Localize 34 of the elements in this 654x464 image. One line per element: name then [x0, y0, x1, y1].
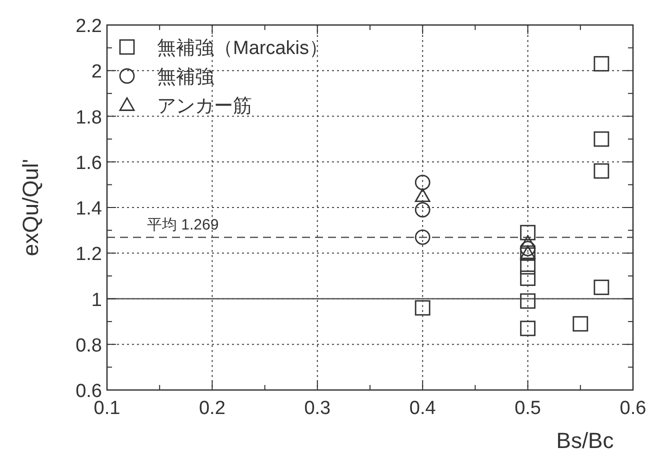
- legend-label: 無補強: [157, 67, 214, 88]
- point: [572, 316, 588, 332]
- x-tick-label: 0.5: [514, 398, 542, 419]
- x-axis-title: Bs/Bc: [556, 428, 614, 453]
- x-tick-label: 0.6: [620, 398, 646, 419]
- x-tick-label: 0.2: [198, 398, 226, 419]
- point: [594, 280, 610, 296]
- point: [594, 131, 610, 147]
- x-tick-label: 0.4: [409, 398, 436, 419]
- point: [520, 320, 536, 336]
- legend-label: 無補強（Marcakis）: [157, 38, 328, 59]
- point: [594, 56, 610, 72]
- y-tick-label: 1.2: [76, 244, 102, 266]
- x-tick-label: 0.3: [304, 398, 331, 419]
- y-tick-label: 1: [91, 290, 102, 311]
- point: [414, 202, 430, 218]
- point: [414, 300, 430, 316]
- y-tick-label: 2.2: [76, 16, 102, 37]
- y-axis-title: exQu/Qul': [18, 158, 43, 256]
- y-tick-label: 2: [91, 62, 102, 83]
- point: [520, 235, 536, 249]
- point: [414, 229, 430, 245]
- y-tick-label: 1.4: [76, 198, 102, 220]
- point: [520, 270, 536, 286]
- point: [594, 163, 610, 179]
- point: [520, 224, 536, 240]
- y-tick-label: 1.6: [76, 152, 102, 174]
- ref-line-label: 平均 1.269: [147, 216, 219, 234]
- point: [520, 293, 536, 309]
- point: [414, 174, 430, 190]
- y-tick-label: 0.8: [76, 335, 102, 356]
- y-tick-label: 1.8: [76, 107, 102, 128]
- point: [414, 188, 430, 202]
- legend-label: アンカー筋: [157, 96, 252, 117]
